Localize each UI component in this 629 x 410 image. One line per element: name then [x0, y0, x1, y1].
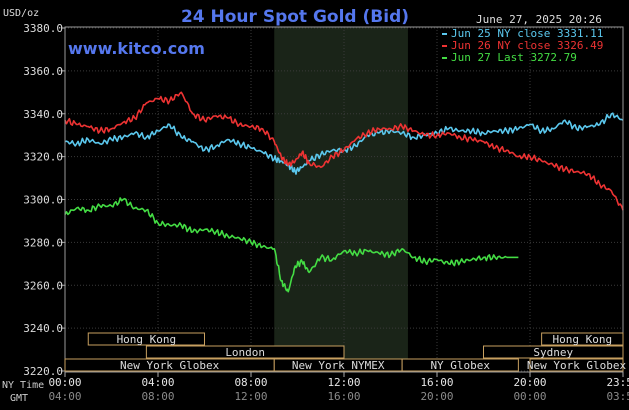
series-layer	[64, 91, 624, 293]
y-tick-label: 3240.0	[23, 322, 63, 335]
session-box	[529, 358, 624, 372]
x-tick-label-gmt: 16:00	[327, 390, 360, 403]
series-line-1	[64, 112, 624, 175]
x-tick-label-ny: 08:00	[234, 376, 267, 389]
legend-entry: Jun 26 NY close 3326.49	[451, 39, 603, 52]
x-tick-label-ny: 04:00	[141, 376, 174, 389]
y-tick-label: 3380.0	[23, 22, 63, 35]
x-tick-label-gmt: 04:00	[48, 390, 81, 403]
y-tick-label: 3280.0	[23, 236, 63, 249]
y-tick-label: 3320.0	[23, 151, 63, 164]
session-label: New York Globex	[120, 359, 220, 372]
legend-swatch	[442, 33, 447, 35]
session-box	[401, 358, 519, 372]
x-tick-label-ny: 20:00	[513, 376, 546, 389]
chart-timestamp: June 27, 2025 20:26	[476, 13, 602, 26]
session-box	[145, 345, 345, 359]
x-tick-label-gmt: 03:59	[606, 390, 629, 403]
y-tick-label: 3300.0	[23, 194, 63, 207]
y-axis-ticks: 3380.0 3360.0 3340.0 3320.0 3300.0 3280.0 3260…	[23, 22, 65, 378]
series-line-3	[64, 197, 508, 293]
session-label: New York Globex	[527, 359, 627, 372]
legend-entry: Jun 27 Last 3272.79	[451, 51, 577, 64]
x-tick-label-ny: 16:00	[420, 376, 453, 389]
y-tick-label: 3260.0	[23, 279, 63, 292]
x-tick-label-ny: 23:59	[606, 376, 629, 389]
session-box	[483, 345, 624, 359]
ny-time-axis-label: NY Time	[2, 380, 44, 391]
y-axis-label: USD/oz	[3, 8, 39, 19]
x-tick-label-gmt: 00:00	[513, 390, 546, 403]
session-label: Hong Kong	[117, 333, 177, 346]
legend-swatch	[442, 45, 447, 47]
session-box	[87, 332, 205, 346]
session-label: New York NYMEX	[292, 359, 385, 372]
x-tick-label-gmt: 08:00	[141, 390, 174, 403]
session-label: Sydney	[533, 346, 573, 359]
y-tick-label: 3340.0	[23, 108, 63, 121]
y-tick-label: 3360.0	[23, 65, 63, 78]
session-label: Hong Kong	[553, 333, 613, 346]
x-tick-label-ny: 12:00	[327, 376, 360, 389]
legend-entry: Jun 25 NY close 3331.11	[451, 27, 603, 40]
x-axis-ticks: 00:0004:0008:0012:0016:0020:0023:5904:00…	[48, 372, 629, 403]
session-box	[541, 332, 624, 346]
y-tick-label: 3220.0	[23, 365, 63, 378]
market-sessions: Hong Kong London New York Globex New York N…	[64, 332, 627, 372]
series-line-2	[64, 91, 624, 211]
session-label: London	[225, 346, 265, 359]
gmt-axis-label: GMT	[10, 393, 28, 404]
chart-title: 24 Hour Spot Gold (Bid)	[181, 7, 409, 27]
x-tick-label-gmt: 12:00	[234, 390, 267, 403]
x-tick-label-ny: 00:00	[48, 376, 81, 389]
kitco-watermark: www.kitco.com	[68, 39, 205, 58]
session-label: NY Globex	[430, 359, 490, 372]
legend-swatch	[442, 57, 447, 59]
x-tick-label-gmt: 20:00	[420, 390, 453, 403]
